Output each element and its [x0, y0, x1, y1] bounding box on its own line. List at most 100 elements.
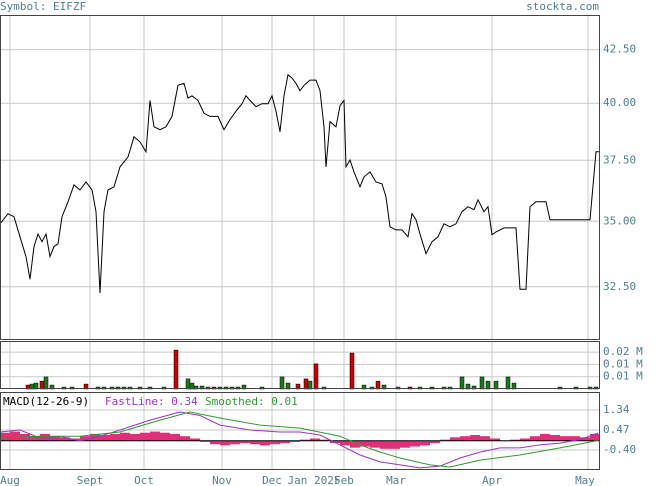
histogram-bar [10, 431, 20, 441]
histogram-bar [450, 437, 460, 441]
volume-bar [505, 376, 511, 390]
histogram-bar [410, 440, 420, 447]
y-tick-label: -0.40 [603, 443, 636, 456]
histogram-bar [290, 440, 300, 442]
histogram-bar [580, 437, 590, 441]
panel-border [0, 392, 600, 470]
histogram-bar [230, 440, 240, 445]
y-tick-label: 37.50 [603, 153, 636, 166]
histogram-bar [30, 436, 40, 441]
histogram-bar [120, 432, 130, 441]
histogram-bar [530, 436, 540, 441]
x-tick-label: Nov [212, 474, 232, 486]
histogram-bar [300, 439, 310, 441]
histogram-bar [370, 440, 380, 448]
x-tick-label: Jan 2025 [288, 474, 341, 486]
histogram-bar [550, 435, 560, 441]
histogram-bar [200, 440, 210, 442]
histogram-bar [150, 431, 160, 441]
y-tick-label: 35.00 [603, 214, 636, 227]
x-tick-label: Feb [334, 474, 354, 486]
volume-bar [479, 376, 485, 390]
x-tick-label: Dec [262, 474, 282, 486]
histogram-bar [520, 438, 530, 441]
site-label: stockta.com [526, 0, 599, 13]
volume-bar [303, 378, 309, 390]
volume-bar [43, 376, 49, 390]
histogram-bar [360, 440, 370, 447]
histogram-bar [170, 433, 180, 441]
histogram-bar [350, 440, 360, 448]
volume-bar [485, 380, 491, 390]
y-tick-label: 0.47 [603, 423, 630, 436]
histogram-bar [60, 437, 70, 441]
y-tick-label: 0.01 M [603, 357, 643, 370]
y-tick-label: 0.02 M [603, 345, 643, 358]
y-tick-label: 0.01 M [603, 370, 643, 383]
symbol-label: Symbol: EIFZF [0, 0, 86, 13]
macd-title: MACD(12-26-9) [3, 395, 89, 408]
histogram-bar [430, 440, 440, 444]
macd-line [0, 411, 599, 469]
histogram-bar [270, 440, 280, 445]
histogram-bar [110, 433, 120, 441]
histogram-bar [440, 439, 450, 441]
x-tick-label: May [575, 474, 595, 486]
histogram-bar [380, 440, 390, 449]
volume-bar [459, 376, 465, 390]
macd-line [0, 411, 599, 468]
price-line [0, 73, 600, 294]
histogram-bar [250, 440, 260, 445]
histogram-bar [560, 436, 570, 441]
histogram-bar [140, 432, 150, 441]
histogram-bar [80, 436, 90, 441]
histogram-bar [190, 438, 200, 441]
histogram-bar [590, 433, 600, 441]
histogram-bar [220, 440, 230, 446]
histogram-bar [490, 438, 500, 441]
panel-border [0, 341, 600, 389]
volume-bar [173, 349, 179, 390]
histogram-bar [0, 432, 10, 441]
panel-border [0, 15, 600, 340]
histogram-bar [320, 439, 330, 441]
volume-bar [349, 352, 355, 390]
x-tick-label: Oct [134, 474, 154, 486]
volume-bar [279, 376, 285, 390]
y-tick-label: 40.00 [603, 96, 636, 109]
histogram-bar [460, 436, 470, 441]
histogram-bar [280, 440, 290, 444]
histogram-bar [400, 440, 410, 448]
volume-bar [313, 363, 319, 390]
volume-bar [39, 380, 45, 390]
histogram-bar [340, 440, 350, 446]
histogram-bar [180, 436, 190, 441]
y-tick-label: 32.50 [603, 280, 636, 293]
histogram-bar [540, 433, 550, 441]
histogram-bar [420, 440, 430, 446]
histogram-bar [470, 435, 480, 441]
histogram-bar [310, 438, 320, 441]
legend-entry: Smoothed: 0.01 [205, 395, 298, 408]
histogram-bar [240, 440, 250, 444]
histogram-bar [130, 433, 140, 441]
x-tick-label: Apr [482, 474, 502, 486]
histogram-bar [510, 439, 520, 441]
volume-bar [307, 380, 313, 390]
x-tick-label: Aug [0, 474, 20, 486]
legend-entry: FastLine: 0.34 [105, 395, 198, 408]
volume-bar [493, 380, 499, 390]
histogram-bar [570, 436, 580, 441]
histogram-bar [210, 440, 220, 445]
y-tick-label: 42.50 [603, 43, 636, 56]
x-tick-label: Mar [386, 474, 406, 486]
histogram-bar [160, 432, 170, 441]
volume-bar [185, 378, 191, 390]
volume-bar [375, 380, 381, 390]
histogram-bar [480, 436, 490, 441]
histogram-bar [50, 436, 60, 441]
histogram-bar [390, 440, 400, 449]
histogram-bar [100, 435, 110, 441]
y-tick-label: 1.34 [603, 403, 630, 416]
